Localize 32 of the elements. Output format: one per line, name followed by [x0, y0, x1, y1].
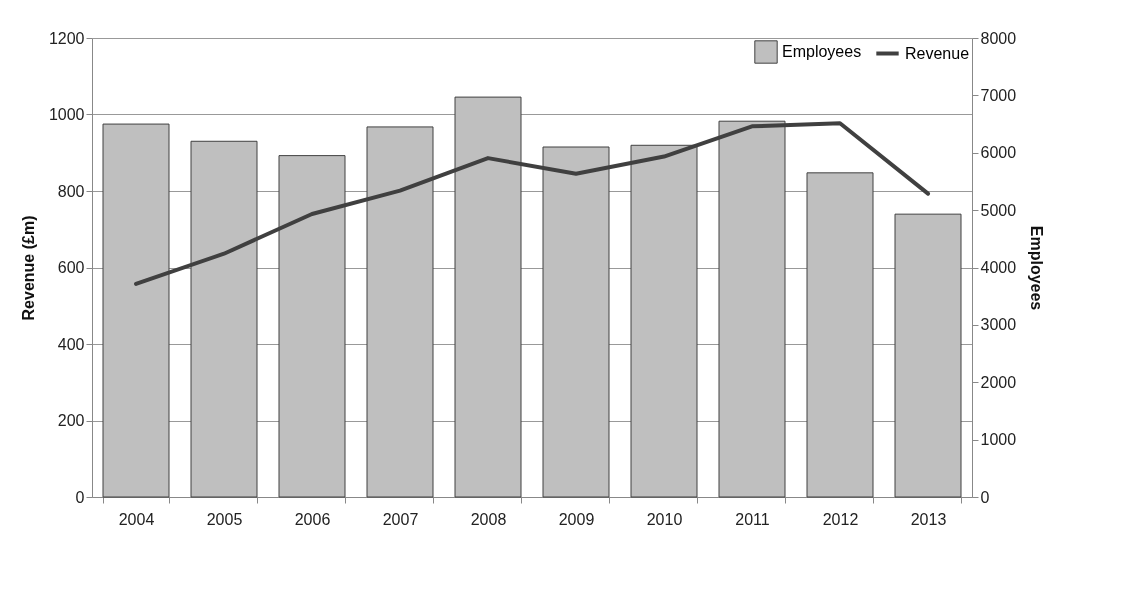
y2-tick-label: 4000: [980, 259, 1017, 276]
x-tick-label: 2008: [470, 510, 507, 528]
x-tick-label: 2010: [646, 510, 683, 528]
x-tick-label: 2006: [294, 510, 331, 528]
y2-tick-label: 2000: [980, 373, 1017, 391]
y-tick-label: 1200: [48, 29, 85, 47]
y-tick-label: 400: [57, 335, 85, 353]
y2-tick-label: 3000: [980, 316, 1017, 334]
x-tick-label: 2012: [822, 510, 859, 528]
y2-tick-label: 1000: [980, 431, 1017, 449]
y2-tick-label: 5000: [980, 201, 1017, 219]
y2-tick-label: 8000: [980, 29, 1017, 47]
y2-tick-label: 7000: [980, 86, 1017, 104]
x-tick-label: 2005: [206, 510, 243, 528]
legend-label: Employees: [782, 43, 862, 60]
x-tick-label: 2013: [910, 510, 947, 528]
y2-axis-title: Employees: [1028, 225, 1046, 311]
y-tick-label: 200: [57, 412, 85, 429]
y-tick-label: 600: [57, 259, 85, 276]
bar: [894, 213, 962, 498]
x-tick-label: 2004: [118, 510, 155, 528]
y-tick-label: 0: [75, 488, 85, 506]
y2-tick-label: 0: [980, 488, 990, 506]
x-tick-label: 2011: [735, 510, 770, 528]
x-tick-label: 2007: [382, 510, 419, 528]
x-tick-label: 2009: [558, 510, 595, 528]
y-axis-title: Revenue (£m): [19, 215, 37, 321]
y2-tick-label: 6000: [980, 144, 1017, 162]
y-tick-label: 1000: [48, 106, 85, 123]
bar: [806, 172, 874, 498]
y-tick-label: 800: [57, 182, 85, 200]
legend-label: Revenue: [905, 44, 970, 62]
